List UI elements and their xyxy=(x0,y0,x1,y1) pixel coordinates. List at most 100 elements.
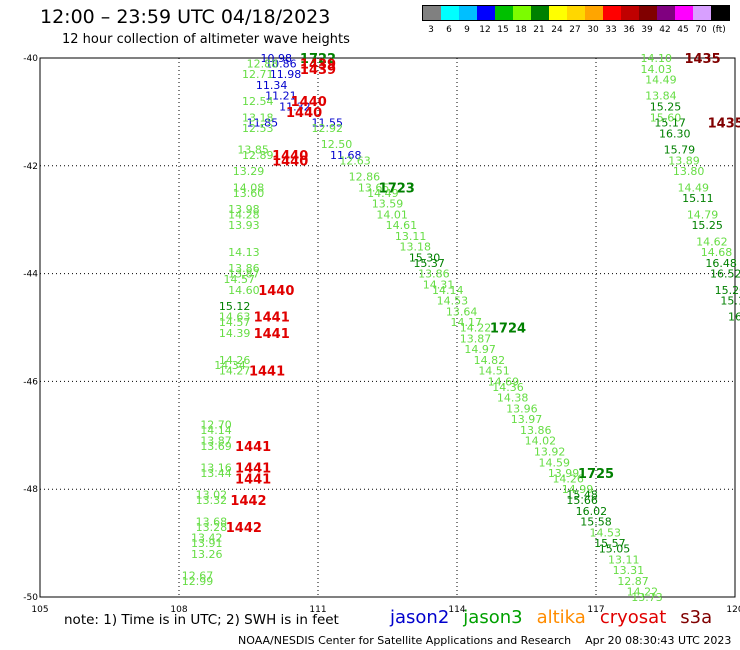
wave-height-value: 13.87 xyxy=(200,435,232,448)
x-tick-label: 108 xyxy=(170,605,187,615)
wave-height-value: 14.13 xyxy=(228,246,260,259)
wave-height-value: 16 xyxy=(728,311,740,324)
legend-swatch xyxy=(531,6,549,20)
wave-height-value: 13.86 xyxy=(228,262,260,275)
plot-frame xyxy=(39,57,736,598)
wave-height-value: 12.67 xyxy=(182,569,214,582)
wave-height-value: 14.53 xyxy=(590,526,622,539)
pass-time-label: 1724 xyxy=(490,322,526,337)
wave-height-value: 14.22 xyxy=(460,322,492,335)
legend-label: 6 xyxy=(446,25,452,35)
legend-swatch xyxy=(549,6,567,20)
satellite-jason2: jason2 xyxy=(390,607,450,628)
wave-height-value: 14.31 xyxy=(423,278,455,291)
wave-height-value: 14.36 xyxy=(492,381,524,394)
pass-time-label: 1439 xyxy=(300,63,336,78)
legend-swatch xyxy=(621,6,639,20)
wave-height-value: 16.30 xyxy=(659,127,691,140)
wave-height-value: 12.54 xyxy=(242,95,274,108)
wave-height-value: 15.05 xyxy=(599,542,631,555)
axis-ticks: 105 108 111 114 117 120 -40 -42 -44 -46 -48 -50 xyxy=(23,54,740,615)
wave-height-value: 15.60 xyxy=(650,111,682,124)
wave-height-value: 13.86 xyxy=(418,268,450,281)
pass-time-label: 1440 xyxy=(272,154,308,169)
legend-swatch xyxy=(639,6,657,20)
wave-height-value: 14.69 xyxy=(488,375,520,388)
wave-height-value: 13.26 xyxy=(191,548,223,561)
wave-height-value: 13.92 xyxy=(534,445,566,458)
legend-swatch xyxy=(513,6,531,20)
legend-label: 21 xyxy=(533,25,545,35)
wave-height-value: 13.29 xyxy=(233,165,265,178)
wave-height-value: 13.91 xyxy=(191,537,223,550)
legend-label: 9 xyxy=(464,25,470,35)
y-tick-label: -50 xyxy=(23,593,38,603)
wave-height-value: 14.79 xyxy=(687,208,719,221)
wave-height-value: 13.87 xyxy=(460,332,492,345)
satellite-legend: jason2 jason3 altika cryosat s3a xyxy=(390,607,726,628)
wave-height-value: 13.65 xyxy=(358,181,390,194)
wave-height-value: 14.82 xyxy=(474,354,506,367)
wave-height-value: 12.86 xyxy=(349,171,381,184)
wave-height-value: 13.31 xyxy=(613,564,645,577)
pass-time-label: 1435 xyxy=(684,52,720,67)
wave-height-value: 14.49 xyxy=(678,181,710,194)
wave-height-value: 12.70 xyxy=(200,419,232,432)
legend-label: 18 xyxy=(515,25,527,35)
x-tick-label: 114 xyxy=(448,605,465,615)
pass-time-label: 1440 xyxy=(272,149,308,164)
wave-height-value: 14.02 xyxy=(525,435,557,448)
chart-title: 12:00 – 23:59 UTC 04/18/2023 xyxy=(40,6,331,28)
wave-height-value: 15.66 xyxy=(566,494,598,507)
wave-height-value: 13.11 xyxy=(608,553,640,566)
wave-height-value: 13.73 xyxy=(631,591,663,604)
wave-height-value: 13.87 xyxy=(228,268,260,281)
wave-height-value: 14.26 xyxy=(219,354,251,367)
wave-height-value: 16.52 xyxy=(710,268,740,281)
wave-height-value: 15.79 xyxy=(664,144,696,157)
wave-height-value: 13.96 xyxy=(506,402,538,415)
footer-note: note: 1) Time is in UTC; 2) SWH is in fe… xyxy=(64,612,339,628)
wave-height-value: 15.12 xyxy=(219,300,251,313)
wave-height-value: 13.85 xyxy=(237,144,269,157)
wave-height-value: 15.30 xyxy=(409,251,441,264)
wave-height-value: 15.17 xyxy=(654,117,686,130)
wave-height-value: 13.93 xyxy=(228,219,260,232)
y-tick-label: -42 xyxy=(23,162,38,172)
wave-height-value: 12.88 xyxy=(247,57,279,70)
wave-height-value: 15.58 xyxy=(580,516,612,529)
wave-height-value: 13.64 xyxy=(446,305,478,318)
wave-height-value: 13.18 xyxy=(400,241,432,254)
legend-label: 39 xyxy=(641,25,653,35)
legend-swatch xyxy=(657,6,675,20)
legend-label: 27 xyxy=(569,25,581,35)
wave-height-value: 14.08 xyxy=(233,181,265,194)
wave-height-value: 13.97 xyxy=(511,413,543,426)
pass-time-label: 1441 xyxy=(235,472,271,487)
color-scale-legend: 3 6 9 12 15 18 21 24 27 30 33 36 39 42 45 70 (ft) xyxy=(422,5,730,35)
legend-label: 30 xyxy=(587,25,599,35)
wave-height-value: 11.55 xyxy=(312,117,344,130)
pass-time-label: 1725 xyxy=(578,467,614,482)
footer-credit: NOAA/NESDIS Center for Satellite Applica… xyxy=(238,634,732,647)
wave-height-value: 15.25 xyxy=(691,219,723,232)
wave-height-value: 13.18 xyxy=(242,111,274,124)
wave-height-value: 14.49 xyxy=(367,187,399,200)
wave-height-value: 16.48 xyxy=(705,257,737,270)
legend-swatch xyxy=(585,6,603,20)
pass-time-label: 1442 xyxy=(226,521,262,536)
legend-swatch xyxy=(603,6,621,20)
wave-height-value: 14.38 xyxy=(497,392,529,405)
legend-labels: 3 6 9 12 15 18 21 24 27 30 33 36 39 42 45 70 (ft) xyxy=(422,25,730,35)
wave-height-value: 13.28 xyxy=(196,521,228,534)
x-tick-label: 111 xyxy=(309,605,326,615)
wave-height-value: 12.99 xyxy=(182,575,214,588)
legend-label: 33 xyxy=(605,25,617,35)
x-tick-label: 105 xyxy=(31,605,48,615)
wave-height-value: 10.98 xyxy=(261,52,293,65)
satellite-cryosat: cryosat xyxy=(599,607,667,628)
wave-height-value: 15.25 xyxy=(650,101,682,114)
wave-height-value: 12.63 xyxy=(339,154,371,167)
wave-height-value: 11.21 xyxy=(265,90,297,103)
